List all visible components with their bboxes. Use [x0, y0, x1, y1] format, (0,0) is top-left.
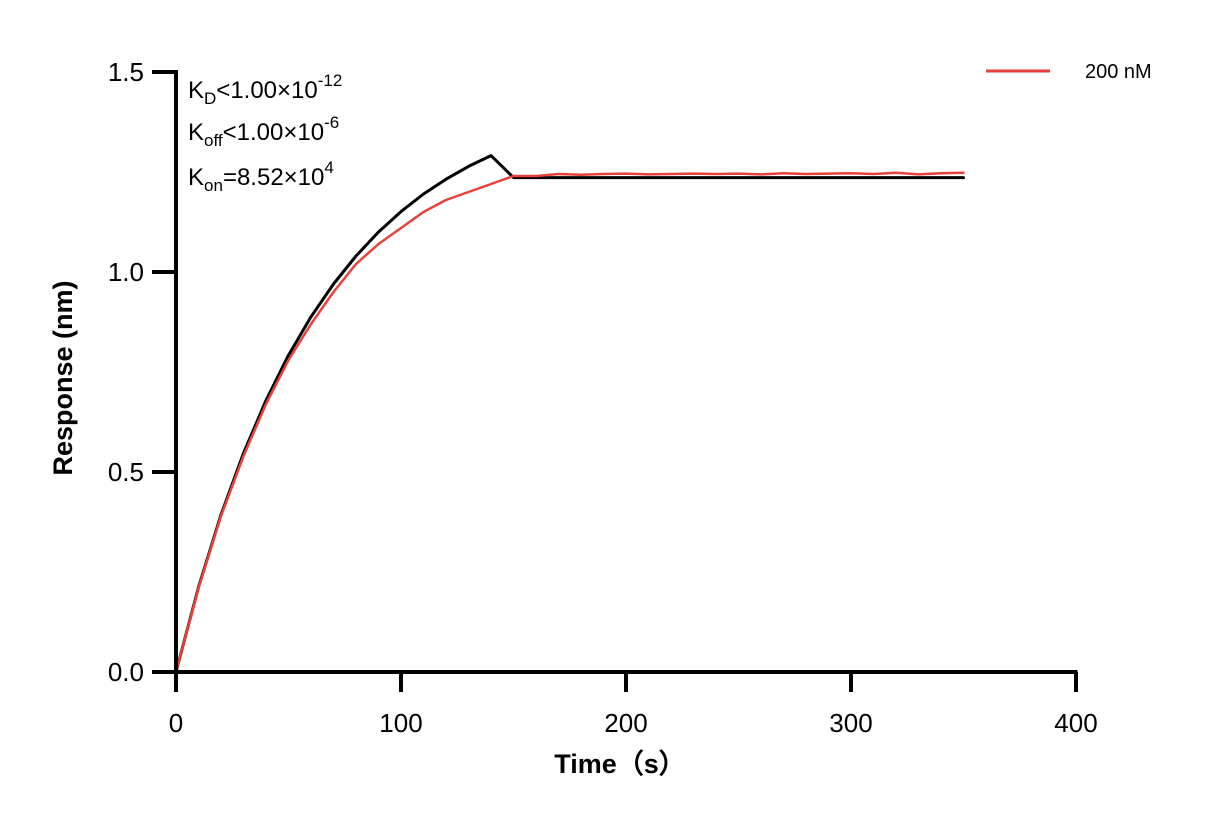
legend: 200 nM [986, 61, 1152, 83]
fit-curve [174, 154, 965, 674]
x-tick-label: 0 [169, 708, 183, 738]
y-tick-label: 1.5 [108, 57, 144, 87]
annotation-part: K [188, 77, 204, 104]
annotation-part: D [204, 89, 216, 108]
x-tick-label: 100 [379, 708, 422, 738]
annotation-part: = [223, 164, 237, 191]
y-tick-label: 0.0 [108, 657, 144, 687]
annotation-part: on [204, 176, 223, 195]
annotation-part: off [204, 131, 223, 150]
annotation-on: Kon=8.52×104 [188, 158, 334, 195]
y-axis-title: Response (nm) [48, 280, 78, 475]
y-tick-label: 1.0 [108, 257, 144, 287]
annotation-part: < [223, 119, 237, 146]
plot-lines [174, 154, 965, 674]
ticks: 0 100 200 300 400 0.0 0.5 1.0 1.5 [108, 57, 1098, 738]
y-tick-label: 0.5 [108, 457, 144, 487]
axes [174, 70, 1078, 674]
annotation-part: 4 [324, 158, 333, 177]
series-line [174, 171, 965, 674]
x-tick-label: 400 [1054, 708, 1097, 738]
x-tick-label: 200 [604, 708, 647, 738]
annotation-part: 1.00×10 [237, 119, 324, 146]
annotation-part: < [216, 77, 230, 104]
x-tick-label: 300 [829, 708, 872, 738]
annotation-part: 8.52×10 [237, 164, 324, 191]
annotation-off: Koff<1.00×10-6 [188, 113, 339, 150]
legend-label: 200 nM [1085, 61, 1152, 83]
annotation-part: -12 [318, 71, 343, 90]
annotation-part: -6 [324, 113, 339, 132]
annotation-part: K [188, 164, 204, 191]
annotation-part: 1.00×10 [230, 77, 317, 104]
annotation-d: KD<1.00×10-12 [188, 71, 342, 108]
x-axis-title: Time（s） [554, 749, 686, 779]
annotation-part: K [188, 119, 204, 146]
